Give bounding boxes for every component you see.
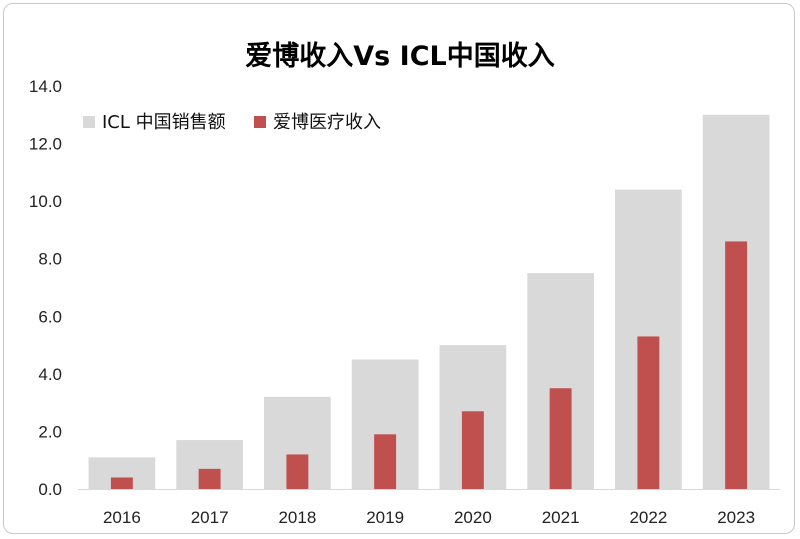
bar-aibo-2022	[637, 336, 660, 489]
y-tick-label: 4.0	[38, 365, 62, 384]
bar-aibo-2019	[374, 434, 397, 489]
x-tick-label: 2017	[191, 508, 229, 527]
legend-swatch-icl	[83, 116, 95, 128]
x-tick-label: 2019	[366, 508, 404, 527]
legend-label-aibo: 爱博医疗收入	[273, 112, 381, 133]
bar-aibo-2016	[110, 477, 133, 489]
x-tick-label: 2016	[103, 508, 141, 527]
legend: ICL 中国销售额 爱博医疗收入	[83, 112, 381, 133]
y-tick-label: 6.0	[38, 307, 62, 326]
x-tick-label: 2021	[542, 508, 580, 527]
x-tick-label: 2022	[629, 508, 667, 527]
y-axis: 0.0 2.0 4.0 6.0 8.0 10.0 12.0 14.0	[29, 77, 62, 499]
bar-aibo-2018	[286, 454, 309, 489]
y-tick-label: 10.0	[29, 192, 62, 211]
y-tick-label: 12.0	[29, 135, 62, 154]
y-tick-label: 0.0	[38, 480, 62, 499]
x-axis: 2016 2017 2018 2019 2020 2021 2022 2023	[103, 508, 755, 527]
x-tick-label: 2018	[278, 508, 316, 527]
x-tick-label: 2023	[717, 508, 755, 527]
bar-aibo-2017	[198, 468, 221, 489]
y-tick-label: 2.0	[38, 422, 62, 441]
bar-aibo-2023	[725, 241, 748, 489]
legend-label-icl: ICL 中国销售额	[102, 112, 226, 133]
y-tick-label: 14.0	[29, 77, 62, 96]
bar-aibo-2021	[549, 388, 572, 489]
x-tick-label: 2020	[454, 508, 492, 527]
y-tick-label: 8.0	[38, 250, 62, 269]
legend-swatch-aibo	[254, 116, 266, 128]
bars	[88, 114, 770, 490]
chart-title: 爱博收入Vs ICL中国收入	[245, 40, 554, 72]
bar-aibo-2020	[461, 411, 484, 489]
